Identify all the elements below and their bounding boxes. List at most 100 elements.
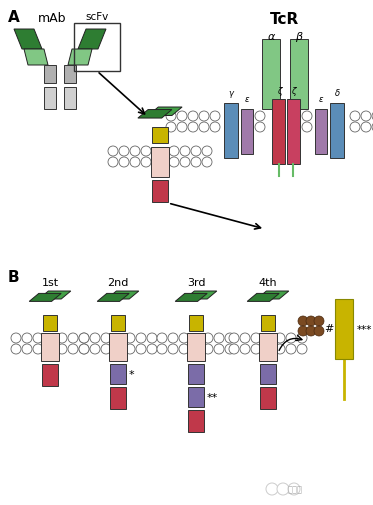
- Bar: [259, 333, 277, 361]
- Text: A: A: [8, 10, 20, 25]
- Circle shape: [203, 344, 213, 355]
- Bar: [64, 66, 76, 84]
- Circle shape: [180, 147, 190, 157]
- Polygon shape: [78, 30, 106, 50]
- Circle shape: [108, 147, 118, 157]
- Circle shape: [251, 344, 261, 355]
- Circle shape: [11, 333, 21, 343]
- Circle shape: [57, 344, 67, 355]
- Circle shape: [79, 344, 89, 355]
- Circle shape: [119, 158, 129, 168]
- Circle shape: [314, 316, 324, 326]
- Circle shape: [191, 147, 201, 157]
- Circle shape: [314, 326, 324, 336]
- Circle shape: [33, 344, 43, 355]
- Circle shape: [147, 333, 157, 343]
- Circle shape: [202, 147, 212, 157]
- Circle shape: [22, 333, 32, 343]
- Circle shape: [297, 344, 307, 355]
- Circle shape: [361, 112, 371, 122]
- Circle shape: [306, 326, 316, 336]
- Circle shape: [229, 344, 239, 355]
- Circle shape: [79, 344, 89, 355]
- Polygon shape: [29, 294, 61, 302]
- Circle shape: [240, 344, 250, 355]
- Circle shape: [214, 344, 224, 355]
- Text: γ: γ: [229, 89, 233, 98]
- Circle shape: [302, 112, 312, 122]
- Circle shape: [166, 112, 176, 122]
- Circle shape: [210, 112, 220, 122]
- Text: TcR: TcR: [270, 12, 300, 27]
- Circle shape: [361, 123, 371, 133]
- Circle shape: [277, 483, 289, 495]
- Bar: [287, 100, 300, 165]
- Circle shape: [90, 344, 100, 355]
- Circle shape: [202, 158, 212, 168]
- Circle shape: [169, 158, 179, 168]
- Circle shape: [11, 344, 21, 355]
- Circle shape: [199, 112, 209, 122]
- Circle shape: [275, 333, 285, 343]
- Polygon shape: [175, 294, 207, 302]
- Circle shape: [286, 333, 296, 343]
- Circle shape: [136, 333, 146, 343]
- Text: α: α: [267, 32, 275, 42]
- Circle shape: [297, 333, 307, 343]
- Circle shape: [255, 112, 265, 122]
- Circle shape: [214, 333, 224, 343]
- Bar: [290, 40, 308, 110]
- Bar: [110, 364, 126, 384]
- Circle shape: [191, 158, 201, 168]
- Circle shape: [251, 333, 261, 343]
- Circle shape: [136, 344, 146, 355]
- Bar: [241, 110, 253, 155]
- Circle shape: [125, 344, 135, 355]
- Circle shape: [188, 123, 198, 133]
- Circle shape: [240, 333, 250, 343]
- Circle shape: [169, 147, 179, 157]
- Circle shape: [168, 333, 178, 343]
- Text: 1st: 1st: [41, 277, 59, 287]
- Text: δ: δ: [335, 89, 339, 98]
- Circle shape: [225, 344, 235, 355]
- Bar: [330, 104, 344, 159]
- Text: #: #: [324, 323, 333, 333]
- Circle shape: [125, 333, 135, 343]
- Polygon shape: [138, 110, 172, 119]
- Circle shape: [22, 344, 32, 355]
- Circle shape: [130, 147, 140, 157]
- Text: mAb: mAb: [38, 12, 66, 25]
- Circle shape: [101, 344, 111, 355]
- Circle shape: [298, 326, 308, 336]
- Polygon shape: [148, 108, 182, 116]
- Circle shape: [33, 333, 43, 343]
- Text: **: **: [207, 392, 218, 402]
- Circle shape: [302, 123, 312, 133]
- Text: ε: ε: [245, 95, 249, 104]
- Circle shape: [203, 333, 213, 343]
- Bar: [74, 24, 120, 72]
- Polygon shape: [257, 291, 289, 299]
- Circle shape: [119, 147, 129, 157]
- Circle shape: [68, 333, 78, 343]
- Bar: [109, 333, 127, 361]
- Circle shape: [157, 333, 167, 343]
- Bar: [44, 88, 56, 110]
- Circle shape: [68, 344, 78, 355]
- Text: *: *: [129, 369, 135, 379]
- Text: ε: ε: [319, 95, 323, 104]
- Circle shape: [141, 158, 151, 168]
- Bar: [188, 410, 204, 432]
- Circle shape: [177, 112, 187, 122]
- Bar: [261, 316, 275, 331]
- Circle shape: [147, 344, 157, 355]
- Bar: [260, 364, 276, 384]
- Text: 3rd: 3rd: [187, 277, 205, 287]
- Bar: [188, 387, 204, 407]
- Bar: [44, 66, 56, 84]
- Circle shape: [90, 333, 100, 343]
- Circle shape: [350, 123, 360, 133]
- Bar: [151, 147, 169, 178]
- Bar: [189, 316, 203, 331]
